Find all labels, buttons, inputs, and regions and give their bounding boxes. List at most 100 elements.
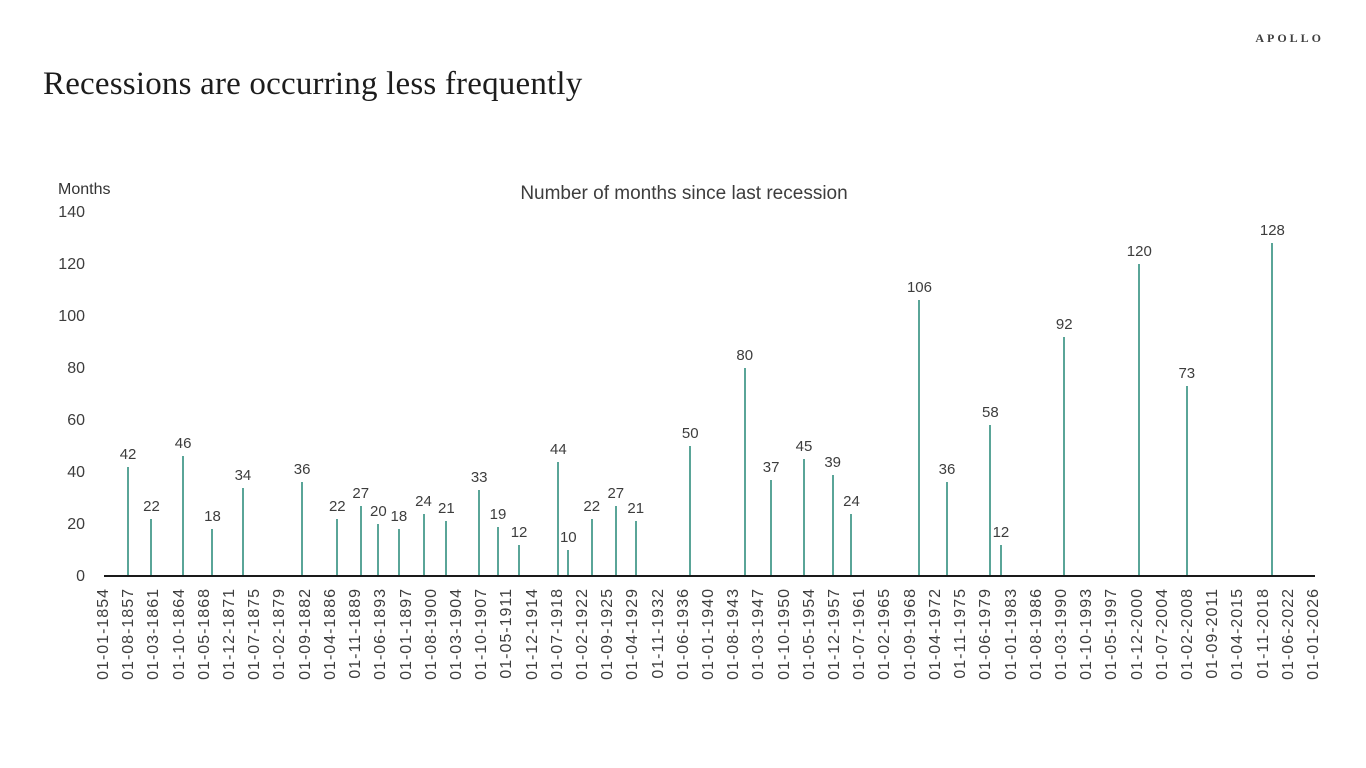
x-tick-label: 01-09-2011: [1204, 588, 1222, 679]
bar-value-label: 128: [1259, 222, 1285, 240]
bar-value-label: 44: [549, 440, 567, 458]
bar: [518, 544, 521, 576]
bar-value-label: 73: [1178, 365, 1196, 383]
bar: [445, 521, 448, 576]
bar: [614, 505, 617, 576]
bar-value-label: 39: [824, 453, 842, 471]
bar: [422, 513, 425, 576]
bar: [567, 550, 570, 576]
x-tick-label: 01-06-1979: [977, 588, 995, 680]
bar: [831, 474, 834, 576]
bar: [211, 529, 214, 576]
chart-title: Number of months since last recession: [520, 183, 848, 204]
x-tick-label: 01-10-1950: [775, 588, 793, 680]
bar-value-label: 50: [681, 425, 699, 442]
bar: [989, 425, 992, 576]
x-tick-label: 01-02-1965: [876, 588, 894, 680]
bar: [1138, 264, 1141, 576]
brand-logo: APOLLO: [1255, 31, 1324, 45]
x-tick-label: 01-01-1897: [397, 588, 415, 680]
x-tick-label: 01-02-2008: [1178, 588, 1196, 680]
x-tick-label: 01-10-1993: [1078, 588, 1096, 680]
x-tick-label: 01-10-1864: [170, 588, 188, 680]
x-tick-label: 01-01-1854: [95, 588, 112, 680]
y-axis-title: Months: [58, 181, 111, 198]
y-tick-label: 60: [67, 412, 85, 429]
x-tick-label: 01-09-1925: [599, 588, 617, 680]
x-tick-label: 01-04-2015: [1229, 588, 1247, 680]
bar-value-label: 24: [415, 492, 432, 510]
y-tick-label: 40: [67, 464, 85, 481]
bar-value-label: 106: [906, 279, 932, 297]
bar: [1271, 243, 1274, 576]
x-tick-label: 01-12-1871: [221, 588, 239, 680]
bar-value-label: 20: [370, 503, 387, 520]
x-tick-label: 01-04-1972: [926, 588, 944, 680]
bar: [359, 505, 362, 576]
x-tick-label: 01-03-1904: [447, 588, 465, 680]
bar: [150, 518, 153, 576]
x-tick-label: 01-11-1975: [952, 588, 970, 679]
bar-value-label: 24: [843, 492, 860, 510]
x-tick-label: 01-12-1914: [523, 588, 541, 680]
bar-value-label: 37: [762, 458, 780, 476]
x-tick-label: 01-02-1922: [573, 588, 591, 680]
bar: [802, 459, 805, 576]
bar: [377, 524, 380, 576]
x-tick-label: 01-11-1932: [649, 588, 667, 679]
bar-value-label: 58: [982, 404, 999, 422]
x-tick-label: 01-06-1893: [372, 588, 390, 680]
bar: [336, 518, 339, 576]
x-tick-label: 01-08-1943: [725, 588, 743, 680]
bar-value-label: 27: [607, 484, 625, 502]
x-tick-label: 01-03-1990: [1052, 588, 1070, 680]
bar-value-label: 19: [489, 505, 507, 523]
bar: [850, 513, 853, 576]
x-tick-label: 01-12-2000: [1128, 588, 1146, 680]
page-title: Recessions are occurring less frequently: [43, 66, 583, 102]
y-tick-label: 140: [58, 204, 85, 221]
bar: [590, 518, 593, 576]
bar: [634, 521, 637, 576]
x-tick-label: 01-02-1879: [271, 588, 289, 680]
bar-value-label: 21: [438, 500, 455, 518]
x-tick-label: 01-08-1986: [1027, 588, 1045, 680]
bar-value-label: 36: [293, 461, 311, 479]
bar: [689, 446, 692, 576]
y-tick-label: 120: [58, 256, 85, 273]
bar: [770, 479, 773, 576]
bar: [918, 300, 921, 576]
bar-value-label: 46: [174, 435, 192, 453]
bar-value-label: 22: [583, 497, 601, 515]
bar-value-label: 27: [352, 484, 370, 502]
bar-value-label: 10: [559, 529, 577, 546]
x-tick-label: 01-07-1875: [246, 588, 264, 680]
bar-value-label: 120: [1126, 243, 1152, 260]
bar: [301, 482, 304, 576]
x-tick-label: 01-05-1997: [1103, 588, 1121, 680]
y-tick-label: 80: [67, 360, 85, 377]
x-tick-label: 01-01-1940: [700, 588, 717, 680]
bar: [1063, 336, 1066, 576]
y-tick-label: 0: [76, 568, 85, 585]
bar: [1185, 386, 1188, 576]
bar-value-label: 45: [795, 438, 813, 455]
x-tick-label: 01-04-1929: [624, 588, 642, 680]
x-tick-label: 01-07-1918: [548, 588, 566, 680]
x-tick-label: 01-06-1936: [674, 588, 692, 680]
x-tick-label: 01-05-1868: [195, 588, 213, 680]
x-tick-label: 01-05-1954: [800, 588, 818, 680]
bar-value-label: 36: [938, 461, 956, 479]
x-tick-label: 01-03-1947: [750, 588, 768, 680]
bar: [241, 487, 244, 576]
x-tick-label: 01-12-1957: [826, 588, 844, 680]
x-tick-label: 01-11-1889: [347, 588, 365, 679]
bar: [743, 368, 746, 576]
bar: [557, 461, 560, 576]
bar: [999, 544, 1002, 576]
bar-value-label: 42: [119, 445, 137, 463]
x-tick-label: 01-07-2004: [1153, 588, 1171, 680]
x-tick-label: 01-09-1968: [901, 588, 919, 680]
bar-value-label: 92: [1055, 315, 1073, 333]
